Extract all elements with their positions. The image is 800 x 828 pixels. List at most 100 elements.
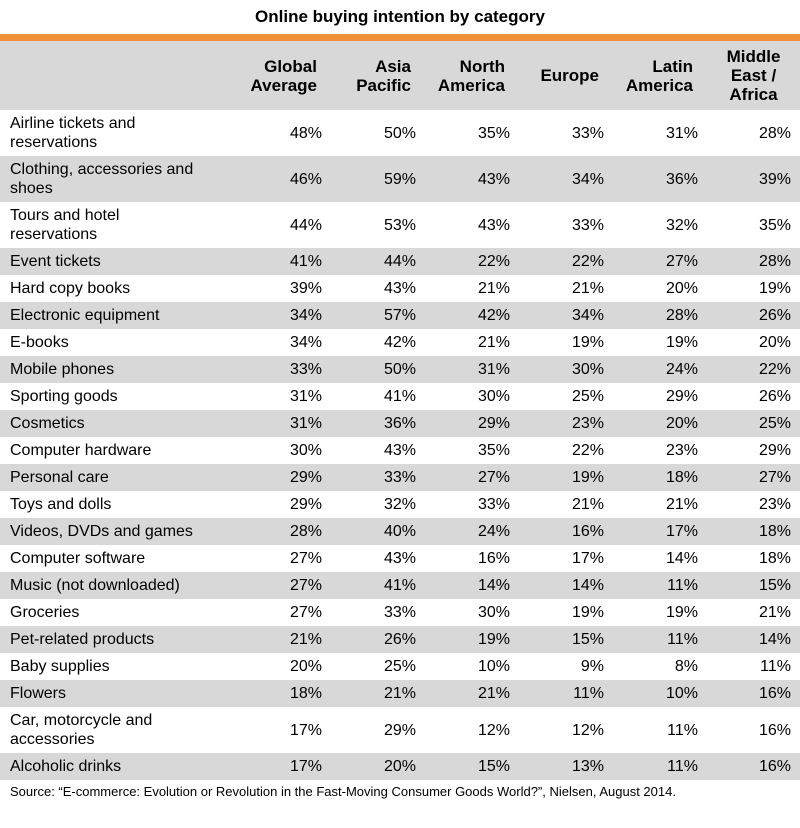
value-cell: 18% — [665, 469, 698, 486]
category-label-line: Videos, DVDs and games — [10, 523, 193, 540]
value-cell: 19% — [477, 631, 510, 648]
value-cell: 21% — [758, 604, 791, 621]
table-row: Computer hardware 30% 43% 35% 22% 23% 29% — [0, 437, 800, 464]
category-label-line: Sporting goods — [10, 388, 118, 405]
value-cell: 53% — [383, 216, 416, 234]
category-label-line: Event tickets — [10, 253, 101, 270]
value-cell: 17% — [665, 523, 698, 540]
value-cell: 13% — [571, 758, 604, 775]
table-row: Alcoholic drinks 17% 20% 15% 13% 11% 16% — [0, 753, 800, 780]
column-header-line: Latin — [652, 56, 693, 76]
table-row: Clothing, accessories and shoes 46% 59% 43% 3… — [0, 156, 800, 202]
value-cell: 26% — [758, 388, 791, 405]
table-row: Airline tickets and reservations 48% 50% 35%… — [0, 110, 800, 156]
value-cell: 19% — [758, 280, 791, 297]
table-row: Toys and dolls 29% 32% 33% 21% 21% 23% — [0, 491, 800, 518]
value-cell: 19% — [665, 334, 698, 351]
value-cell: 32% — [383, 496, 416, 513]
value-cell: 22% — [758, 361, 791, 378]
table-row: Sporting goods 31% 41% 30% 25% 29% 26% — [0, 383, 800, 410]
table-row: Cosmetics 31% 36% 29% 23% 20% 25% — [0, 410, 800, 437]
value-cell: 59% — [383, 170, 416, 188]
value-cell: 21% — [477, 685, 510, 702]
value-cell: 20% — [665, 415, 698, 432]
value-cell: 21% — [477, 334, 510, 351]
value-cell: 24% — [477, 523, 510, 540]
category-label-line: Groceries — [10, 604, 80, 621]
value-cell: 33% — [383, 604, 416, 621]
value-cell: 11% — [667, 577, 698, 594]
category-cell: E-books — [0, 329, 237, 356]
value-cell: 17% — [571, 550, 604, 567]
table-body: Airline tickets and reservations 48% 50% 35%… — [0, 110, 800, 780]
table-row: Music (not downloaded) 27% 41% 14% 14% 11% 15% — [0, 572, 800, 599]
table-row: Personal care 29% 33% 27% 19% 18% 27% — [0, 464, 800, 491]
category-label-line: E-books — [10, 334, 69, 351]
table-row: Baby supplies 20% 25% 10% 9% 8% 11% — [0, 653, 800, 680]
column-header-line: Global — [264, 56, 317, 76]
table-title: Online buying intention by category — [255, 7, 545, 26]
category-label-line: Car, motorcycle and — [10, 712, 153, 729]
value-cell: 25% — [383, 658, 416, 675]
value-cell: 20% — [758, 334, 791, 351]
value-cell: 26% — [758, 307, 791, 324]
value-cell: 46% — [289, 170, 322, 188]
value-cell: 43% — [477, 216, 510, 234]
category-cell: Music (not downloaded) — [0, 572, 237, 599]
category-cell: Tours and hotel reservations — [0, 202, 237, 248]
value-cell: 29% — [289, 496, 322, 513]
value-cell: 42% — [383, 334, 416, 351]
table-row: Mobile phones 33% 50% 31% 30% 24% 22% — [0, 356, 800, 383]
category-cell: Baby supplies — [0, 653, 237, 680]
value-cell: 27% — [758, 469, 791, 486]
column-header-line: Europe — [540, 66, 599, 85]
category-cell: Groceries — [0, 599, 237, 626]
category-cell: Pet-related products — [0, 626, 237, 653]
value-cell: 8% — [674, 658, 698, 675]
value-cell: 29% — [289, 469, 322, 486]
value-cell: 19% — [665, 604, 698, 621]
value-cell: 17% — [289, 758, 322, 775]
value-cell: 21% — [571, 496, 604, 513]
value-cell: 18% — [758, 523, 791, 540]
value-cell: 26% — [383, 631, 416, 648]
value-cell: 18% — [758, 550, 791, 567]
category-cell: Sporting goods — [0, 383, 237, 410]
value-cell: 14% — [477, 577, 510, 594]
value-cell: 23% — [665, 442, 698, 459]
value-cell: 29% — [383, 721, 416, 739]
category-label-line: reservations — [10, 226, 98, 243]
value-cell: 21% — [383, 685, 416, 702]
category-label-line: Computer software — [10, 550, 146, 567]
column-header: Global Average — [237, 41, 331, 110]
source-note: Source: “E-commerce: Evolution or Revolu… — [10, 784, 676, 799]
category-label-line: Toys and dolls — [10, 496, 112, 513]
value-cell: 20% — [665, 280, 698, 297]
value-cell: 41% — [383, 388, 416, 405]
value-cell: 22% — [571, 253, 604, 270]
column-header: Latin America — [613, 41, 707, 110]
value-cell: 41% — [289, 253, 322, 270]
value-cell: 15% — [758, 577, 791, 594]
category-cell: Computer hardware — [0, 437, 237, 464]
value-cell: 33% — [571, 124, 604, 142]
value-cell: 18% — [289, 685, 322, 702]
column-header-line: America — [437, 75, 505, 95]
category-label-line: Music (not downloaded) — [10, 577, 180, 594]
value-cell: 35% — [477, 124, 510, 142]
value-cell: 34% — [571, 307, 604, 324]
category-cell: Event tickets — [0, 248, 237, 275]
category-column-header — [0, 41, 237, 110]
category-label-line: Pet-related products — [10, 631, 155, 648]
table-row: Flowers 18% 21% 21% 11% 10% 16% — [0, 680, 800, 707]
category-cell: Car, motorcycle and accessories — [0, 707, 237, 753]
category-label-line: Cosmetics — [10, 415, 85, 432]
category-cell: Computer software — [0, 545, 237, 572]
value-cell: 48% — [289, 124, 322, 142]
value-cell: 33% — [289, 361, 322, 378]
value-cell: 44% — [383, 253, 416, 270]
accent-bar — [0, 34, 800, 41]
value-cell: 17% — [289, 721, 322, 739]
category-label-line: Baby supplies — [10, 658, 110, 675]
column-header: Asia Pacific — [331, 41, 425, 110]
